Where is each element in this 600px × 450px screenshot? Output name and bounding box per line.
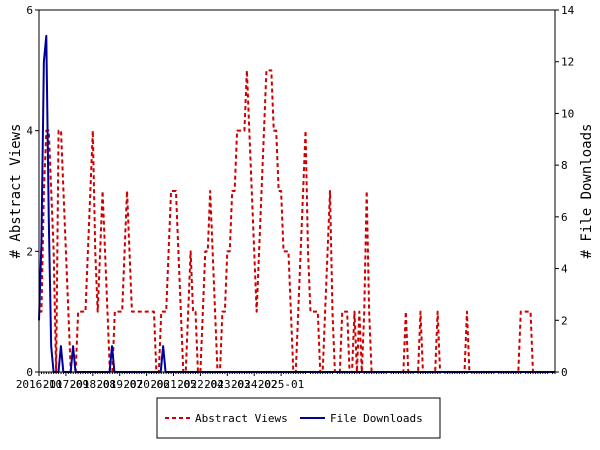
- x-tick-label: 2017-09: [43, 378, 89, 391]
- x-tick-label: 2022-04: [177, 378, 224, 391]
- x-axis: 2016-102017-092018-082019-072020-062021-…: [16, 372, 556, 391]
- legend-label-abstract-views: Abstract Views: [195, 412, 288, 425]
- left-tick-label: 2: [26, 245, 33, 258]
- right-axis-title: # File Downloads: [579, 124, 595, 259]
- right-tick-label: 2: [561, 314, 568, 327]
- x-tick-label: 2025-01: [258, 378, 304, 391]
- plot-area: [38, 34, 555, 373]
- left-tick-label: 0: [26, 366, 33, 379]
- x-tick-label: 2019-07: [97, 378, 143, 391]
- legend: Abstract Views File Downloads: [156, 397, 441, 439]
- right-tick-label: 14: [561, 4, 575, 17]
- right-tick-label: 8: [561, 159, 568, 172]
- right-tick-label: 4: [561, 263, 568, 276]
- right-tick-label: 6: [561, 211, 568, 224]
- x-tick-label: 2018-08: [70, 378, 116, 391]
- left-tick-label: 6: [26, 4, 33, 17]
- right-tick-label: 10: [561, 107, 574, 120]
- legend-label-file-downloads: File Downloads: [330, 412, 423, 425]
- left-axis: 0 2 4 6: [26, 4, 39, 379]
- legend-box: [156, 397, 441, 439]
- right-tick-label: 12: [561, 56, 574, 69]
- right-axis: 0 2 4 6 8 10 12 14: [555, 4, 575, 379]
- x-tick-label: 2021-05: [150, 378, 196, 391]
- x-tick-label: 2024-02: [231, 378, 277, 391]
- x-tick-label: 2023-03: [204, 378, 250, 391]
- series-line-abstract-views: [39, 69, 555, 373]
- left-tick-label: 4: [26, 125, 33, 138]
- x-tick-label: 2020-06: [123, 378, 169, 391]
- left-axis-title: # Abstract Views: [8, 124, 24, 259]
- plot-frame: [38, 9, 556, 373]
- x-tick-label: 2016-10: [16, 378, 62, 391]
- right-tick-label: 0: [561, 366, 568, 379]
